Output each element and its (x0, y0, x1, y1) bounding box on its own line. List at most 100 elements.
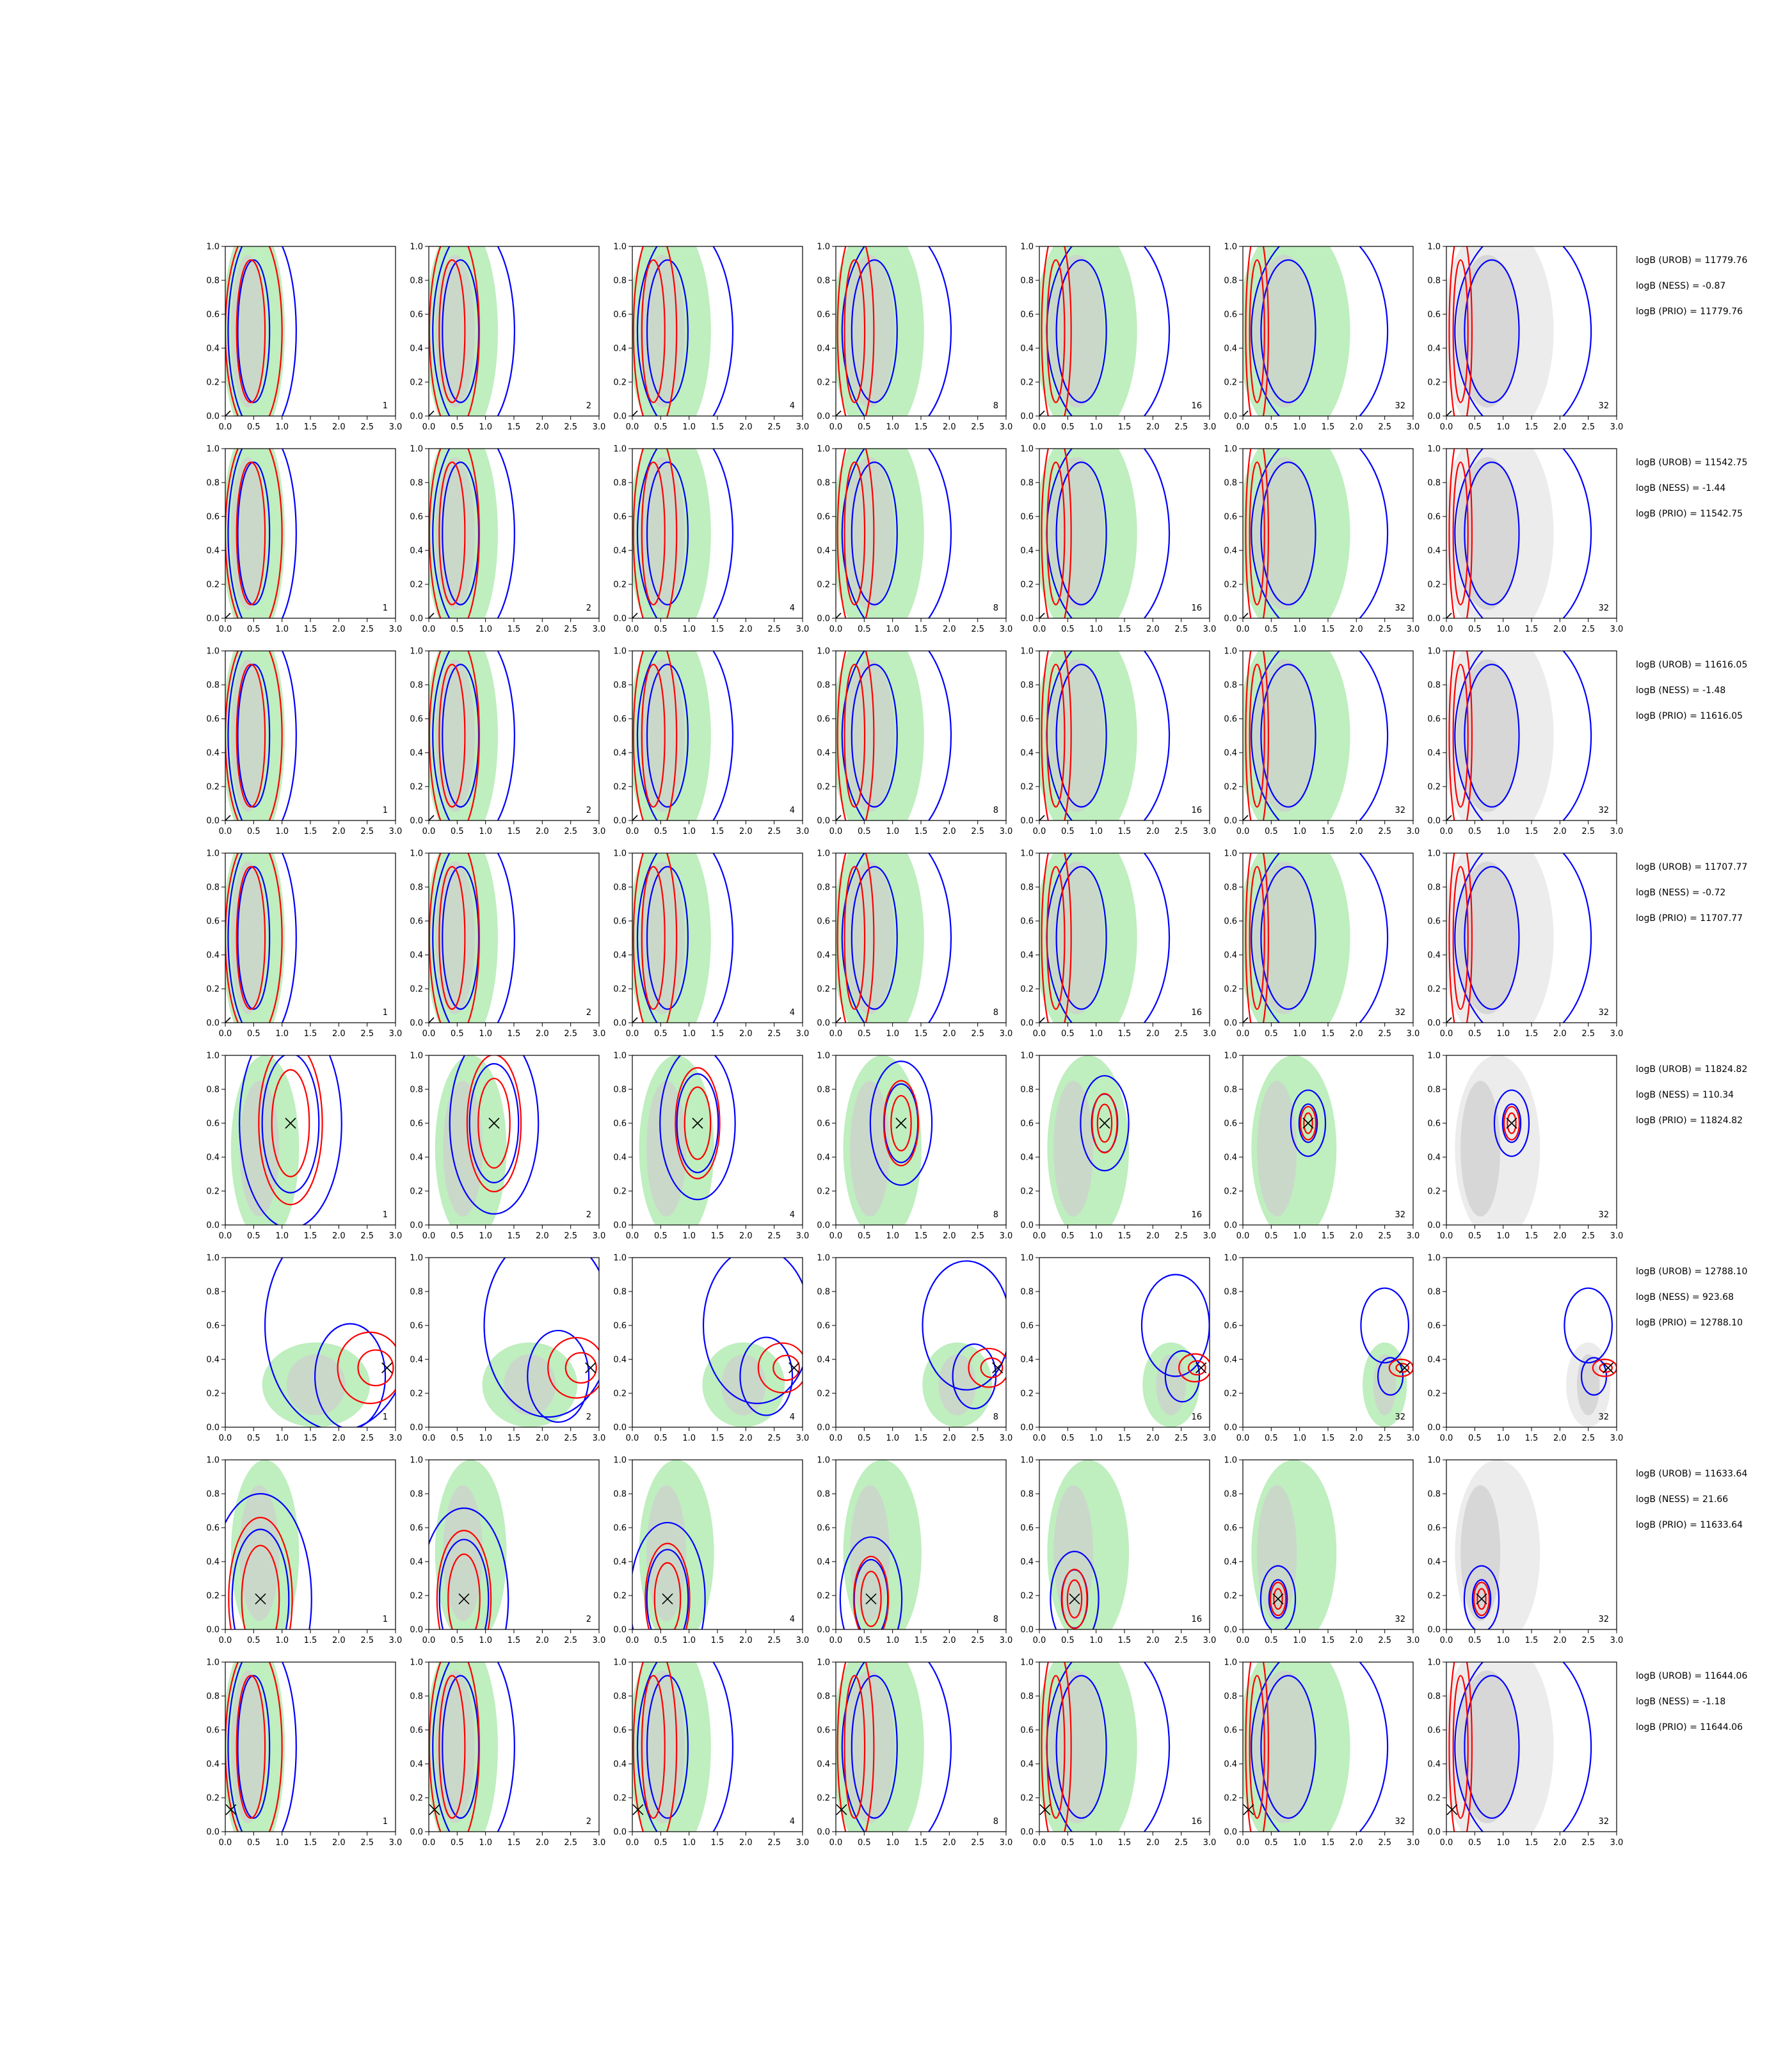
corner-label: 8 (993, 604, 998, 613)
blue-contour-inner (646, 866, 689, 1010)
x-tick-label: 1.5 (508, 625, 521, 634)
y-tick-label: 1.0 (613, 445, 627, 454)
density-core (435, 255, 475, 408)
y-tick-label: 0.0 (817, 412, 830, 422)
x-tick-label: 1.0 (479, 625, 492, 634)
x-tick-label: 2.0 (943, 1231, 956, 1241)
y-tick-label: 0.6 (410, 1322, 423, 1331)
true-value-marker (1446, 815, 1452, 820)
subplot-r8-c1: 0.0 0.5 1.0 1.5 2.0 2.5 3.0 0.0 0.2 0.4 0.6 0.8 1.0 1 (206, 1658, 402, 1848)
y-tick-label: 0.0 (1020, 1423, 1034, 1433)
red-contour-outer (225, 853, 283, 1023)
y-tick-label: 0.8 (613, 1692, 627, 1702)
x-tick-label: 3.0 (1407, 625, 1420, 634)
y-tick-label: 0.2 (1427, 783, 1441, 792)
y-tick-label: 0.8 (613, 883, 627, 893)
x-tick-label: 0.5 (451, 1029, 464, 1039)
y-tick-label: 1.0 (817, 647, 830, 657)
x-tick-label: 2.5 (767, 1029, 781, 1039)
x-tick-label: 2.5 (1581, 1434, 1595, 1443)
y-tick-label: 1.0 (206, 1456, 220, 1466)
y-tick-label: 1.0 (1427, 445, 1441, 454)
x-tick-label: 0.0 (1236, 1838, 1250, 1848)
subplot-r4-c4: 0.0 0.5 1.0 1.5 2.0 2.5 3.0 0.0 0.2 0.4 0.6 0.8 1.0 8 (817, 849, 1012, 1039)
y-tick-label: 0.2 (613, 1794, 627, 1804)
x-tick-label: 3.0 (389, 1231, 403, 1241)
blue-contour-inner (1298, 1103, 1318, 1143)
subplot-r6-c4: 0.0 0.5 1.0 1.5 2.0 2.5 3.0 0.0 0.2 0.4 0.6 0.8 1.0 8 (817, 1254, 1012, 1444)
x-tick-label: 1.0 (479, 422, 492, 432)
x-tick-label: 1.5 (915, 1838, 928, 1848)
red-contour-outer (1448, 651, 1473, 820)
x-tick-label: 0.0 (422, 1231, 436, 1241)
corner-label: 8 (993, 1008, 998, 1018)
y-tick-label: 0.8 (1224, 1288, 1237, 1297)
subplot-r1-c1: 0.0 0.5 1.0 1.5 2.0 2.5 3.0 0.0 0.2 0.4 0.6 0.8 1.0 1 (206, 243, 402, 433)
x-tick-label: 1.5 (1118, 422, 1132, 432)
x-tick-label: 1.5 (1322, 1636, 1335, 1645)
y-tick-label: 0.6 (410, 1726, 423, 1736)
y-tick-label: 0.2 (1020, 783, 1034, 792)
x-tick-label: 2.0 (943, 1838, 956, 1848)
x-tick-label: 0.0 (626, 1838, 639, 1848)
blue-contour-outer (432, 651, 515, 820)
x-tick-label: 1.0 (682, 1838, 696, 1848)
y-tick-label: 0.2 (410, 1592, 423, 1601)
y-tick-label: 0.8 (1427, 1288, 1441, 1297)
x-tick-label: 1.5 (304, 1434, 317, 1443)
x-tick-label: 3.0 (593, 625, 606, 634)
red-contour-inner (236, 259, 266, 403)
subplot-r5-c5: 0.0 0.5 1.0 1.5 2.0 2.5 3.0 0.0 0.2 0.4 0.6 0.8 1.0 1… (1020, 1052, 1216, 1242)
subplot-r6-c6: 0.0 0.5 1.0 1.5 2.0 2.5 3.0 0.0 0.2 0.4 0.6 0.8 1.0 3… (1224, 1254, 1420, 1444)
x-tick-label: 1.5 (915, 1029, 928, 1039)
x-tick-label: 2.5 (564, 1231, 577, 1241)
red-contour-outer (968, 1347, 1006, 1388)
subplot-r3-c4: 0.0 0.5 1.0 1.5 2.0 2.5 3.0 0.0 0.2 0.4 0.6 0.8 1.0 8 (817, 647, 1012, 837)
subplot-r7-c2: 0.0 0.5 1.0 1.5 2.0 2.5 3.0 0.0 0.2 0.4 0.6 0.8 1.0 2 (410, 1456, 605, 1646)
y-tick-label: 0.4 (410, 344, 423, 354)
blue-contour-inner (314, 1323, 387, 1427)
x-tick-label: 2.0 (332, 422, 346, 432)
y-tick-label: 1.0 (410, 1658, 423, 1668)
y-tick-label: 0.2 (1427, 1592, 1441, 1601)
x-tick-label: 1.0 (479, 827, 492, 836)
y-tick-label: 0.4 (1427, 344, 1441, 354)
y-tick-label: 0.2 (1020, 1794, 1034, 1804)
x-tick-label: 0.5 (1265, 1231, 1278, 1241)
x-tick-label: 3.0 (1407, 1231, 1420, 1241)
y-tick-label: 0.2 (613, 1592, 627, 1601)
y-tick-label: 1.0 (1020, 849, 1034, 859)
subplot-r6-c7: 0.0 0.5 1.0 1.5 2.0 2.5 3.0 0.0 0.2 0.4 0.6 0.8 1.0 3… (1427, 1254, 1623, 1444)
y-tick-label: 0.0 (1224, 1828, 1237, 1837)
x-tick-label: 2.5 (1581, 422, 1595, 432)
density-core (639, 861, 685, 1014)
x-tick-label: 2.0 (943, 827, 956, 836)
x-tick-label: 0.0 (829, 1838, 843, 1848)
red-contour-inner (236, 866, 266, 1010)
true-value-marker (285, 1117, 296, 1129)
y-tick-label: 0.4 (817, 1356, 830, 1365)
x-tick-label: 3.0 (1610, 422, 1624, 432)
red-contour-inner (844, 664, 866, 808)
x-tick-label: 0.5 (1265, 1434, 1278, 1443)
y-tick-label: 0.0 (613, 1423, 627, 1433)
x-tick-label: 2.0 (1350, 422, 1363, 432)
true-value-marker (1039, 612, 1045, 618)
blue-contour-inner (676, 1073, 719, 1174)
x-tick-label: 2.0 (1146, 422, 1160, 432)
y-tick-label: 0.2 (206, 1592, 220, 1601)
y-tick-label: 0.0 (1224, 1019, 1237, 1028)
x-tick-label: 0.0 (1440, 1029, 1453, 1039)
x-tick-label: 2.0 (536, 625, 549, 634)
y-tick-label: 1.0 (206, 1658, 220, 1668)
y-tick-label: 1.0 (1427, 1456, 1441, 1466)
y-tick-label: 0.0 (1020, 614, 1034, 624)
x-tick-label: 2.0 (536, 1029, 549, 1039)
y-tick-label: 0.2 (1020, 985, 1034, 995)
y-tick-label: 1.0 (817, 243, 830, 252)
x-tick-label: 1.5 (915, 625, 928, 634)
blue-contour-outer (1260, 1565, 1297, 1629)
corner-label: 16 (1191, 604, 1202, 613)
y-tick-label: 0.8 (206, 1288, 220, 1297)
x-tick-label: 3.0 (796, 827, 810, 836)
